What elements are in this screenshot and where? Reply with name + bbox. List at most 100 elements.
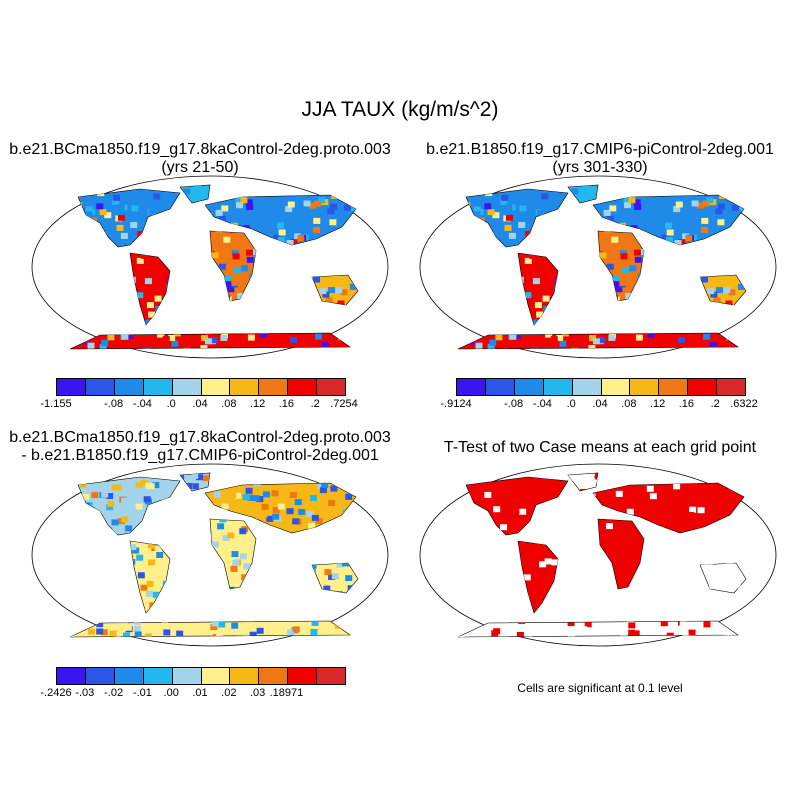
grid-cell [144,341,152,348]
grid-cell [430,636,437,642]
grid-cell [48,601,55,607]
grid-cell [619,250,627,257]
grid-cell [688,488,696,495]
grid-cell [556,334,564,341]
grid-cell [237,293,245,299]
grid-cell [512,507,520,514]
grid-cell [368,325,375,331]
grid-cell [154,295,162,302]
grid-cell [321,342,329,349]
grid-cell [440,627,447,633]
panel1-map [31,175,389,359]
panel1-title: b.e21.BCma1850.f19_g17.8kaControl-2deg.p… [9,141,391,158]
grid-cell [229,492,237,499]
grid-cell [536,311,544,318]
grid-cell [245,199,253,206]
grid-cell [525,634,533,637]
grid-cell [314,476,322,482]
grid-cell [106,504,114,511]
grid-cell [371,202,378,208]
grid-cell [224,275,232,282]
grid-cell [331,573,339,580]
grid-cell [511,518,519,525]
grid-cell [491,630,499,637]
grid-cell [612,281,620,288]
colorbar-swatch [317,379,346,395]
grid-cell [87,342,95,349]
grid-cell [624,202,631,209]
grid-cell [149,209,156,216]
grid-cell [124,624,132,631]
grid-cell [359,635,366,641]
grid-cell [372,616,379,622]
colorbar-tick-label: .0 [566,398,576,410]
grid-cell [336,561,344,568]
grid-cell [85,211,93,218]
grid-cell [697,507,705,514]
grid-cell [523,201,531,208]
grid-cell [666,632,674,637]
grid-cell [633,496,640,503]
grid-cell [762,187,769,193]
grid-cell [767,296,774,302]
grid-cell [647,332,655,338]
grid-cell [606,263,614,270]
grid-cell [112,185,120,188]
grid-cell [582,185,590,191]
grid-cell [485,190,493,197]
grid-cell [359,333,366,339]
grid-cell [191,473,199,479]
grid-cell [245,487,253,494]
grid-cell [121,333,129,340]
grid-cell [473,211,481,218]
grid-cell [710,291,718,298]
grid-cell [319,288,327,295]
grid-cell [303,200,311,207]
grid-cell [675,201,683,208]
grid-cell [215,209,223,216]
grid-cell [218,215,226,222]
grid-cell [82,621,90,628]
grid-cell [373,220,380,226]
grid-cell [121,516,129,523]
grid-cell [534,302,542,309]
grid-cell [706,570,714,577]
grid-cell [242,494,250,501]
grid-cell [628,629,636,636]
colorbar-tick-label: .6322 [730,398,758,410]
grid-cell [335,287,343,294]
grid-cell [42,201,49,207]
grid-cell [249,631,257,637]
grid-cell [277,222,284,229]
grid-cell [132,547,140,554]
grid-cell [519,205,527,212]
grid-cell [310,629,318,635]
colorbar-swatch [230,668,260,684]
grid-cell [690,500,698,507]
grid-cell [261,207,269,214]
grid-cell [210,337,218,344]
grid-cell [57,613,64,619]
colorbar-swatch [259,379,289,395]
grid-cell [366,498,373,504]
grid-cell [542,295,550,302]
grid-cell [762,609,769,615]
grid-cell [703,497,711,504]
colorbar-tick-label: -.08 [504,398,524,410]
colorbar-swatch [630,379,660,395]
grid-cell [433,319,440,325]
grid-cell [537,209,544,216]
grid-cell [674,240,682,246]
grid-cell [138,639,145,645]
grid-cell [232,253,240,260]
grid-cell [100,629,108,636]
grid-cell [157,331,165,338]
grid-cell [434,218,441,224]
grid-cell [378,309,385,315]
grid-cell [434,207,441,213]
grid-cell [286,240,294,246]
grid-cell [260,511,268,518]
grid-cell [154,545,162,552]
grid-cell [539,561,547,568]
grid-cell [763,502,770,508]
